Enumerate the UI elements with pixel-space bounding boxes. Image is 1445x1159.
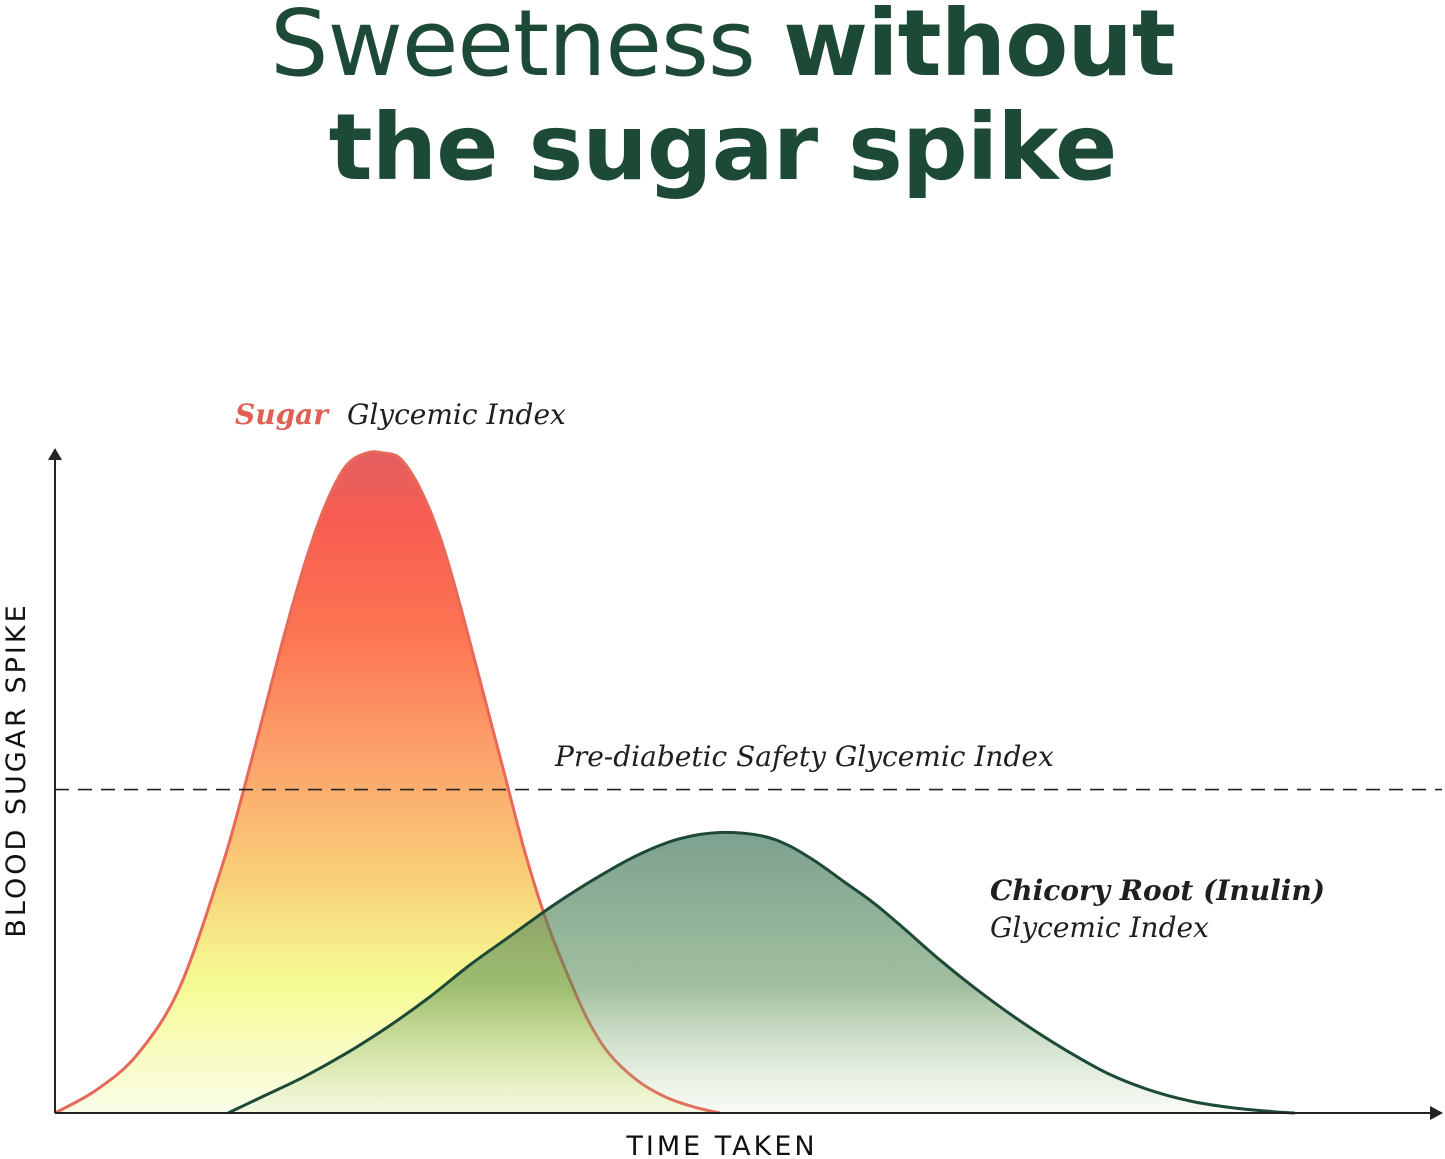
sugar-series-label: Sugar Glycemic Index <box>235 398 566 431</box>
y-axis-arrow <box>48 448 62 460</box>
chicory-series-name: Chicory Root (Inulin) <box>990 874 1325 907</box>
chicory-series-line <box>227 830 1295 1115</box>
area-layer <box>54 450 1295 1115</box>
chart-title: Sweetness without the sugar spike <box>0 0 1445 200</box>
x-axis-label: TIME TAKEN <box>625 1131 817 1159</box>
chicory-area-fill <box>228 832 1295 1113</box>
title-line-2: the sugar spike <box>328 94 1118 201</box>
chicory-series-suffix: Glycemic Index <box>990 911 1209 944</box>
axes-layer <box>48 448 1443 1120</box>
sugar-series-suffix: Glycemic Index <box>347 398 566 431</box>
title-line-1: Sweetness without <box>0 0 1445 96</box>
y-axis-label: BLOOD SUGAR SPIKE <box>1 602 32 937</box>
title-part-sweetness: Sweetness <box>270 0 756 97</box>
title-part-without: without <box>783 0 1176 97</box>
threshold-label: Pre-diabetic Safety Glycemic Index <box>554 740 1054 773</box>
x-axis-arrow <box>1430 1106 1443 1120</box>
sugar-series-name: Sugar <box>235 398 330 431</box>
